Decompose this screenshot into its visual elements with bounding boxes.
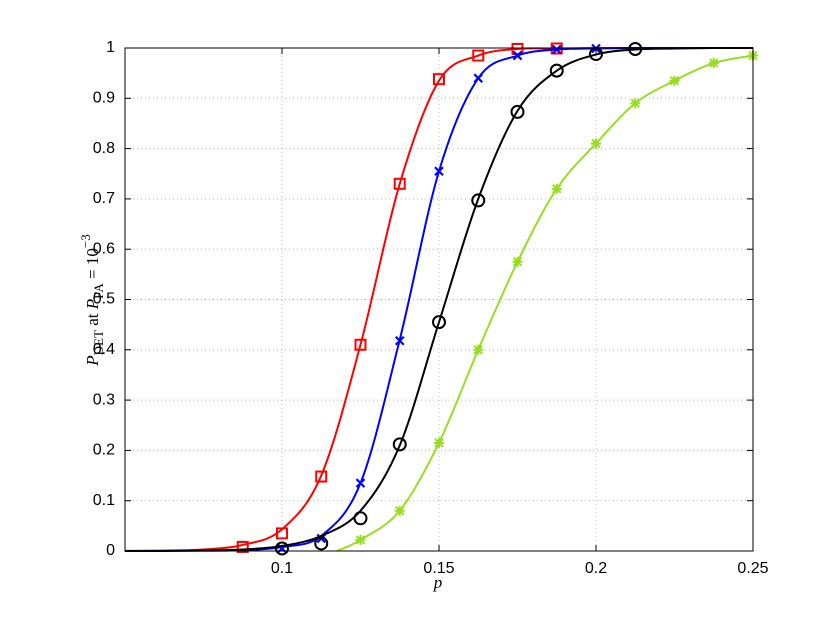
y-tick-label: 0.1 <box>93 492 115 509</box>
y-label-part: −3 <box>78 234 93 248</box>
y-label-part: P <box>83 355 102 366</box>
marker <box>551 183 562 194</box>
y-label-part: FA <box>91 283 106 299</box>
x-axis-label: p <box>433 573 443 592</box>
marker <box>355 534 366 545</box>
marker <box>630 98 641 109</box>
marker <box>354 338 367 351</box>
y-tick-label: 0 <box>106 542 115 559</box>
marker <box>353 511 368 526</box>
marker <box>392 437 407 452</box>
y-label-part: at <box>83 309 102 330</box>
marker <box>394 505 405 516</box>
y-tick-label: 0.3 <box>93 391 115 408</box>
axes-box <box>124 47 754 552</box>
x-tick-label: 0.25 <box>737 560 768 577</box>
marker <box>432 315 446 330</box>
marker <box>355 478 366 488</box>
plot-area <box>125 48 753 551</box>
y-axis-label: PDET at PFA = 10−3 <box>78 234 106 366</box>
marker <box>236 540 249 553</box>
curve <box>125 46 753 552</box>
y-label-part: = 10 <box>83 248 102 283</box>
marker <box>510 104 525 119</box>
marker <box>276 527 288 540</box>
y-tick-label: 1 <box>106 39 115 56</box>
y-label-part: P <box>83 299 102 310</box>
marker <box>512 50 523 61</box>
y-tick-label: 0.2 <box>93 442 115 459</box>
y-tick-label: 0.4 <box>93 341 115 358</box>
y-label-part: DET <box>91 330 106 355</box>
x-tick-label: 0.1 <box>271 560 293 577</box>
marker <box>549 63 564 78</box>
marker <box>434 166 444 177</box>
marker <box>434 437 444 448</box>
marker <box>433 73 445 86</box>
y-tick-label: 0.9 <box>93 90 115 107</box>
marker <box>471 193 486 208</box>
y-tick-label: 0.6 <box>93 240 115 257</box>
y-tick-label: 0.5 <box>93 291 115 308</box>
marker <box>628 42 643 57</box>
marker <box>591 138 601 149</box>
y-tick-label: 0.7 <box>93 190 115 207</box>
marker <box>473 344 484 355</box>
x-tick-label: 0.15 <box>423 560 454 577</box>
marker <box>669 75 680 86</box>
series <box>125 46 753 552</box>
marker <box>472 49 485 62</box>
marker <box>314 536 329 551</box>
marker <box>512 256 523 267</box>
marker <box>394 335 405 346</box>
y-tick-label: 0.8 <box>93 140 115 157</box>
marker <box>708 58 719 69</box>
x-tick-label: 0.2 <box>585 560 607 577</box>
marker <box>393 177 406 190</box>
marker <box>551 44 562 55</box>
marker <box>275 541 289 556</box>
marker <box>473 73 484 83</box>
marker <box>315 470 328 483</box>
